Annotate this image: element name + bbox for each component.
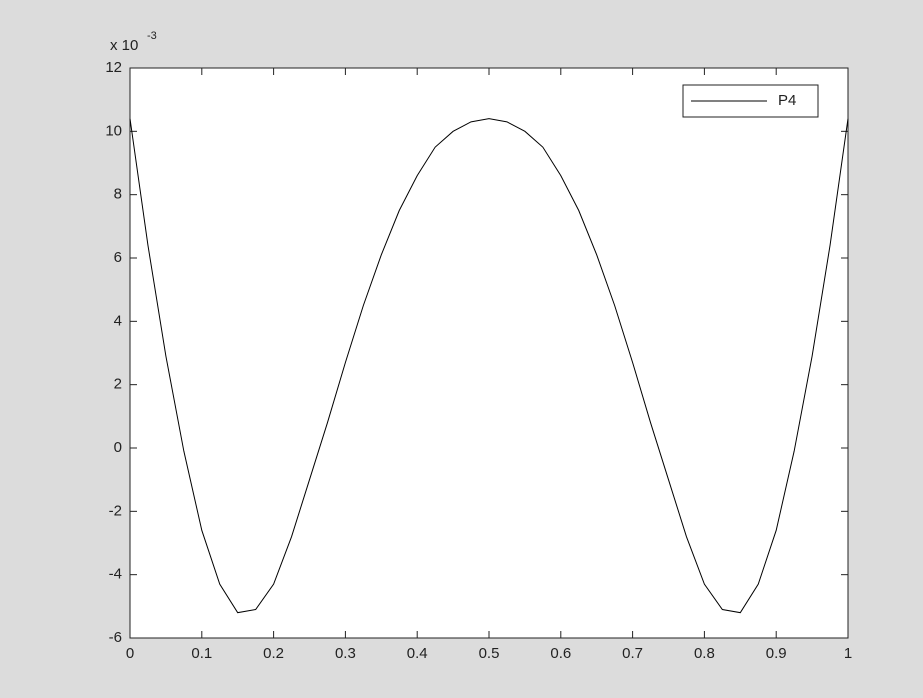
y-tick-label: 6 (114, 249, 122, 266)
x-tick-label: 0.9 (766, 645, 787, 662)
y-tick-label: -2 (109, 502, 122, 519)
y-tick-label: 10 (105, 122, 122, 139)
y-tick-label: -6 (109, 629, 122, 646)
y-exponent: -3 (147, 30, 157, 42)
x-tick-label: 1 (844, 645, 852, 662)
x-tick-label: 0.3 (335, 645, 356, 662)
x-tick-label: 0 (126, 645, 134, 662)
y-tick-label: 2 (114, 376, 122, 393)
y-tick-label: 4 (114, 312, 122, 329)
x-tick-label: 0.6 (550, 645, 571, 662)
x-tick-label: 0.2 (263, 645, 284, 662)
y-tick-label: 0 (114, 439, 122, 456)
x-tick-label: 0.8 (694, 645, 715, 662)
y-tick-label: -4 (109, 566, 122, 583)
legend-label: P4 (778, 92, 796, 109)
x-tick-label: 0.7 (622, 645, 643, 662)
x-tick-label: 0.1 (191, 645, 212, 662)
y-tick-label: 12 (105, 59, 122, 76)
x-tick-label: 0.5 (479, 645, 500, 662)
series-line (129, 118, 849, 614)
y-multiplier: x 10 (110, 37, 138, 54)
plot-area (129, 67, 849, 639)
y-tick-label: 8 (114, 186, 122, 203)
x-tick-label: 0.4 (407, 645, 428, 662)
